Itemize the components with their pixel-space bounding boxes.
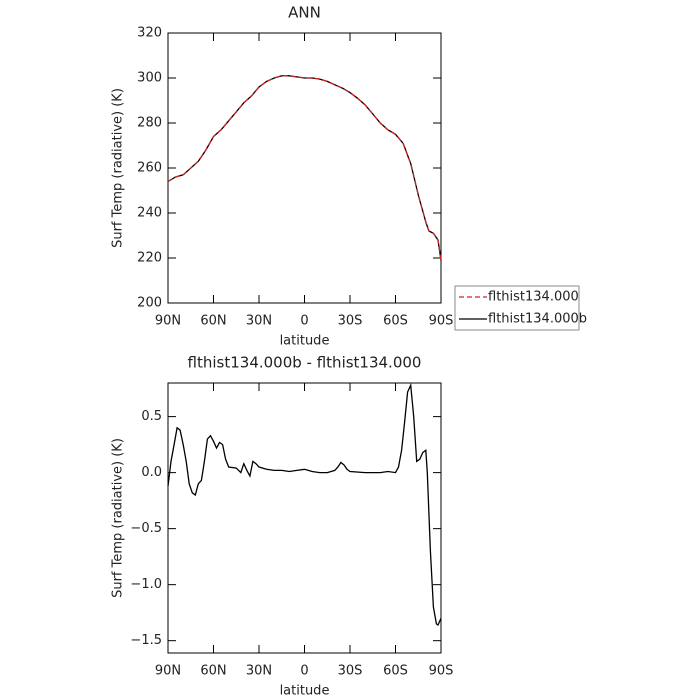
x-axis-label: latitude [280,334,330,349]
x-tick-label: 90N [155,314,181,329]
y-axis-label: Surf Temp (radiative) (K) [111,88,126,248]
y-axis-label: Surf Temp (radiative) (K) [111,438,126,598]
x-tick-label: 0 [300,314,308,329]
chart-title: flthist134.000b - flthist134.000 [188,354,422,372]
y-tick-label: 0.0 [141,465,162,480]
y-tick-label: 220 [137,251,162,266]
legend-label: flthist134.000b [488,312,587,327]
y-tick-label: 0.5 [141,409,162,424]
x-tick-label: 0 [300,664,308,679]
y-tick-label: −1.0 [130,577,162,592]
y-tick-label: 240 [137,206,162,221]
x-tick-label: 90S [429,664,454,679]
y-tick-label: 200 [137,296,162,311]
y-tick-label: 280 [137,116,162,131]
x-tick-label: 90S [429,314,454,329]
x-tick-label: 30S [338,664,363,679]
x-tick-label: 90N [155,664,181,679]
x-tick-label: 60S [383,664,408,679]
legend-label: flthist134.000 [488,290,579,305]
data-line [167,75,442,261]
data-line [167,75,442,261]
x-axis-label: latitude [280,684,330,699]
y-tick-label: 260 [137,161,162,176]
plot-frame [167,382,442,654]
y-tick-label: −0.5 [130,521,162,536]
x-tick-label: 30N [246,664,272,679]
x-tick-label: 60S [383,314,408,329]
data-line [167,382,442,626]
x-tick-label: 30N [246,314,272,329]
x-tick-label: 60N [200,314,226,329]
y-tick-label: −1.5 [130,633,162,648]
chart-title: ANN [288,4,321,22]
y-tick-label: 320 [137,26,162,41]
y-tick-label: 300 [137,71,162,86]
x-tick-label: 30S [338,314,363,329]
plot-frame [167,32,442,304]
x-tick-label: 60N [200,664,226,679]
legend-box [454,285,580,331]
